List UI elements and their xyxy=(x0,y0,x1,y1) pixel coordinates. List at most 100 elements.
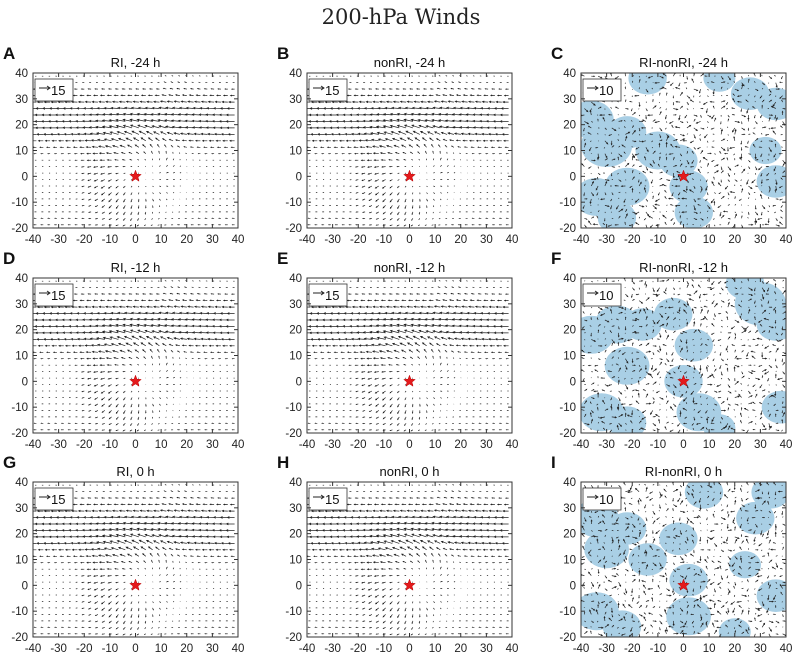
x-tick-label: 20 xyxy=(728,234,741,246)
x-tick-label: -10 xyxy=(102,439,119,451)
y-tick-label: 0 xyxy=(296,376,302,388)
storm-center-star xyxy=(403,374,416,387)
reference-vector: 10 xyxy=(582,283,622,307)
shaded-region xyxy=(751,482,786,509)
x-tick-label: 30 xyxy=(206,234,219,246)
x-tick-label: -30 xyxy=(50,439,67,451)
x-tick-label: 10 xyxy=(703,643,716,655)
reference-arrowhead xyxy=(320,85,325,91)
x-tick-label: 20 xyxy=(180,439,193,451)
plot-area xyxy=(307,484,509,636)
x-tick-label: 10 xyxy=(703,439,716,451)
x-tick-label: 20 xyxy=(728,439,741,451)
reference-label: 15 xyxy=(325,288,339,303)
reference-vector: 15 xyxy=(308,487,348,511)
x-tick-label: -20 xyxy=(350,439,367,451)
x-tick-label: -20 xyxy=(76,234,93,246)
y-tick-label: -10 xyxy=(559,197,576,209)
shaded-region xyxy=(659,144,698,178)
y-tick-label: 10 xyxy=(15,555,28,567)
shaded-region xyxy=(584,530,629,569)
y-tick-label: 0 xyxy=(296,171,302,183)
y-tick-label: -20 xyxy=(285,632,302,644)
x-tick-label: 40 xyxy=(780,439,793,451)
x-tick-label: 10 xyxy=(703,234,716,246)
shaded-region xyxy=(730,77,770,110)
panel-letter: G xyxy=(3,453,16,472)
x-tick-label: -40 xyxy=(573,439,590,451)
panel-letter: D xyxy=(3,249,15,268)
x-tick-label: -20 xyxy=(624,234,641,246)
panel-grid: A RI, -24 h 15 -40 -30 -20 -10 0 10 20 30 40 40 30 20 1… xyxy=(3,44,793,655)
panel-g: G RI, 0 h 15 -40 -30 -20 -10 0 10 20 30 40 40 30 20 10 0… xyxy=(3,453,244,655)
y-tick-label: 30 xyxy=(289,94,302,106)
plot-area xyxy=(307,280,509,432)
plot-area xyxy=(33,280,235,432)
x-tick-label: -10 xyxy=(650,234,667,246)
storm-center-star xyxy=(129,374,142,387)
panel-c: C RI-nonRI, -24 h 10 -40 -30 -20 -10 0 10 20 30 40 4… xyxy=(551,44,792,246)
shaded-region xyxy=(725,278,765,300)
x-tick-label: -10 xyxy=(102,643,119,655)
y-tick-label: 10 xyxy=(15,351,28,363)
shaded-region xyxy=(756,579,786,612)
reference-arrowhead xyxy=(320,290,325,296)
y-tick-label: 20 xyxy=(563,529,576,541)
x-tick-label: -10 xyxy=(102,234,119,246)
y-tick-label: 10 xyxy=(563,351,576,363)
y-tick-label: 0 xyxy=(570,376,576,388)
reference-vector: 15 xyxy=(308,283,348,307)
wind-vectors xyxy=(581,73,786,228)
storm-center-star xyxy=(403,578,416,591)
reference-arrowhead xyxy=(594,85,599,91)
x-tick-label: -20 xyxy=(76,643,93,655)
wind-vectors xyxy=(581,278,786,433)
x-tick-label: 10 xyxy=(429,439,442,451)
x-tick-label: -30 xyxy=(50,643,67,655)
reference-label: 15 xyxy=(51,288,65,303)
x-tick-label: 0 xyxy=(680,643,686,655)
y-tick-label: -10 xyxy=(11,197,28,209)
reference-arrowhead xyxy=(594,494,599,500)
y-tick-label: 20 xyxy=(289,529,302,541)
y-tick-label: -20 xyxy=(11,632,28,644)
x-tick-label: -30 xyxy=(598,643,615,655)
x-tick-label: 20 xyxy=(454,234,467,246)
x-tick-label: 30 xyxy=(480,234,493,246)
y-tick-label: 20 xyxy=(15,529,28,541)
x-tick-label: -30 xyxy=(598,439,615,451)
y-tick-label: -20 xyxy=(285,223,302,235)
x-tick-label: 0 xyxy=(680,234,686,246)
reference-vector: 15 xyxy=(34,78,74,102)
shaded-region xyxy=(669,563,708,597)
reference-arrowhead xyxy=(46,85,51,91)
shaded-region xyxy=(756,308,786,341)
x-tick-label: -20 xyxy=(624,643,641,655)
wind-vectors xyxy=(307,280,509,432)
y-tick-label: 10 xyxy=(289,555,302,567)
y-tick-label: 40 xyxy=(563,68,576,80)
shaded-region xyxy=(761,390,786,424)
y-tick-label: 10 xyxy=(289,351,302,363)
reference-box xyxy=(582,487,622,511)
x-tick-label: 0 xyxy=(406,234,412,246)
y-tick-label: -20 xyxy=(559,632,576,644)
x-tick-label: -30 xyxy=(324,234,341,246)
shaded-region xyxy=(659,522,698,556)
x-tick-label: -30 xyxy=(324,643,341,655)
reference-label: 10 xyxy=(599,492,613,507)
x-tick-label: 30 xyxy=(206,439,219,451)
y-tick-label: 40 xyxy=(289,68,302,80)
panel-letter: A xyxy=(3,44,15,63)
x-tick-label: -40 xyxy=(299,643,316,655)
x-tick-label: 30 xyxy=(754,643,767,655)
shaded-region xyxy=(729,551,761,579)
x-tick-label: -30 xyxy=(598,234,615,246)
panel-f: F RI-nonRI, -12 h 10 -40 -30 -20 -10 0 10 20 30 40 4… xyxy=(551,249,793,451)
reference-vector: 15 xyxy=(34,283,74,307)
wind-vectors xyxy=(581,482,786,637)
shaded-region xyxy=(604,167,650,206)
shaded-region xyxy=(703,73,736,92)
x-tick-label: -40 xyxy=(573,234,590,246)
